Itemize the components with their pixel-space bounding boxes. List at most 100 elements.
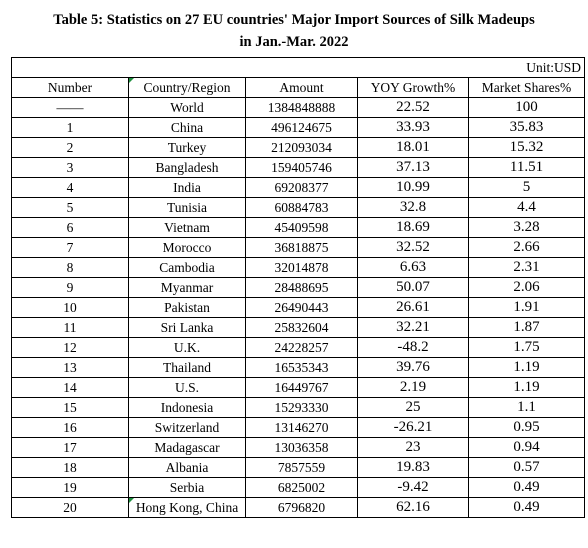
row-market-share: 0.49 xyxy=(467,477,586,498)
row-amount: 7857559 xyxy=(245,457,358,478)
row-yoy-growth: 19.83 xyxy=(357,457,469,478)
row-number: 17 xyxy=(11,437,129,458)
row-yoy-growth: 6.63 xyxy=(357,257,469,278)
row-market-share: 11.51 xyxy=(467,157,586,178)
table-row: 14 U.S. 16449767 2.19 1.19 xyxy=(11,377,586,398)
row-amount: 36818875 xyxy=(245,237,358,258)
row-number: 15 xyxy=(11,397,129,418)
table-row: 8 Cambodia 32014878 6.63 2.31 xyxy=(11,257,586,278)
header-country-label: Country/Region xyxy=(143,80,231,95)
row-country-label: Hong Kong, China xyxy=(135,500,239,515)
row-amount: 1384848888 xyxy=(245,97,358,118)
row-country: Tunisia xyxy=(128,197,246,218)
row-country: Indonesia xyxy=(128,397,246,418)
row-yoy-growth: 62.16 xyxy=(357,497,469,518)
row-yoy-growth: -26.21 xyxy=(357,417,469,438)
table-row: 6 Vietnam 45409598 18.69 3.28 xyxy=(11,217,586,238)
title-line-1: Table 5: Statistics on 27 EU countries' … xyxy=(53,12,535,28)
row-amount: 13146270 xyxy=(245,417,358,438)
row-number: —— xyxy=(11,97,129,118)
row-market-share: 15.32 xyxy=(467,137,586,158)
row-amount: 25832604 xyxy=(245,317,358,338)
row-number: 5 xyxy=(11,197,129,218)
header-amount: Amount xyxy=(245,77,358,98)
table-title: Table 5: Statistics on 27 EU countries' … xyxy=(0,9,588,53)
row-yoy-growth: 25 xyxy=(357,397,469,418)
row-amount: 24228257 xyxy=(245,337,358,358)
table-row: 16 Switzerland 13146270 -26.21 0.95 xyxy=(11,417,586,438)
row-amount: 26490443 xyxy=(245,297,358,318)
row-yoy-growth: 32.52 xyxy=(357,237,469,258)
row-number: 9 xyxy=(11,277,129,298)
row-number: 3 xyxy=(11,157,129,178)
row-amount: 212093034 xyxy=(245,137,358,158)
cell-marker-icon xyxy=(129,498,134,503)
table-row: 1 China 496124675 33.93 35.83 xyxy=(11,117,586,138)
row-number: 19 xyxy=(11,477,129,498)
row-number: 14 xyxy=(11,377,129,398)
row-amount: 32014878 xyxy=(245,257,358,278)
row-market-share: 1.91 xyxy=(467,297,586,318)
row-market-share: 3.28 xyxy=(467,217,586,238)
row-yoy-growth: -48.2 xyxy=(357,337,469,358)
table-row: 12 U.K. 24228257 -48.2 1.75 xyxy=(11,337,586,358)
row-yoy-growth: 33.93 xyxy=(357,117,469,138)
header-number: Number xyxy=(11,77,129,98)
header-yoy: YOY Growth% xyxy=(357,77,469,98)
row-amount: 6796820 xyxy=(245,497,358,518)
row-yoy-growth: 39.76 xyxy=(357,357,469,378)
row-country: Switzerland xyxy=(128,417,246,438)
row-number: 12 xyxy=(11,337,129,358)
row-yoy-growth: 18.01 xyxy=(357,137,469,158)
row-market-share: 2.31 xyxy=(467,257,586,278)
row-market-share: 1.19 xyxy=(467,377,586,398)
row-country: China xyxy=(128,117,246,138)
table-body: Unit:USD Number Country/Region Amount YO… xyxy=(10,57,586,518)
table-row: 18 Albania 7857559 19.83 0.57 xyxy=(11,457,586,478)
cell-marker-icon xyxy=(129,78,134,83)
row-country: Vietnam xyxy=(128,217,246,238)
row-market-share: 1.87 xyxy=(467,317,586,338)
row-yoy-growth: 37.13 xyxy=(357,157,469,178)
table-row: 5 Tunisia 60884783 32.8 4.4 xyxy=(11,197,586,218)
row-number: 8 xyxy=(11,257,129,278)
row-market-share: 1.1 xyxy=(467,397,586,418)
row-number: 1 xyxy=(11,117,129,138)
row-country: Myanmar xyxy=(128,277,246,298)
table-row: 13 Thailand 16535343 39.76 1.19 xyxy=(11,357,586,378)
row-number: 11 xyxy=(11,317,129,338)
row-country: U.S. xyxy=(128,377,246,398)
table-row: 11 Sri Lanka 25832604 32.21 1.87 xyxy=(11,317,586,338)
row-number: 4 xyxy=(11,177,129,198)
row-amount: 45409598 xyxy=(245,217,358,238)
row-amount: 60884783 xyxy=(245,197,358,218)
table-row: 19 Serbia 6825002 -9.42 0.49 xyxy=(11,477,586,498)
table-row: 20 Hong Kong, China 6796820 62.16 0.49 xyxy=(11,497,586,518)
row-number: 2 xyxy=(11,137,129,158)
row-yoy-growth: 10.99 xyxy=(357,177,469,198)
row-country: Hong Kong, China xyxy=(128,497,246,518)
row-number: 18 xyxy=(11,457,129,478)
row-yoy-growth: 26.61 xyxy=(357,297,469,318)
row-market-share: 2.66 xyxy=(467,237,586,258)
header-row: Number Country/Region Amount YOY Growth%… xyxy=(11,77,586,98)
row-country: Thailand xyxy=(128,357,246,378)
table-row: 9 Myanmar 28488695 50.07 2.06 xyxy=(11,277,586,298)
row-market-share: 5 xyxy=(467,177,586,198)
row-amount: 496124675 xyxy=(245,117,358,138)
row-market-share: 0.94 xyxy=(467,437,586,458)
row-yoy-growth: 22.52 xyxy=(357,97,469,118)
row-number: 6 xyxy=(11,217,129,238)
row-country: U.K. xyxy=(128,337,246,358)
row-market-share: 0.49 xyxy=(467,497,586,518)
row-number: 16 xyxy=(11,417,129,438)
row-country: Pakistan xyxy=(128,297,246,318)
row-amount: 159405746 xyxy=(245,157,358,178)
table-row: 7 Morocco 36818875 32.52 2.66 xyxy=(11,237,586,258)
row-yoy-growth: 50.07 xyxy=(357,277,469,298)
row-amount: 28488695 xyxy=(245,277,358,298)
table-row: 2 Turkey 212093034 18.01 15.32 xyxy=(11,137,586,158)
row-amount: 69208377 xyxy=(245,177,358,198)
header-share: Market Shares% xyxy=(467,77,586,98)
